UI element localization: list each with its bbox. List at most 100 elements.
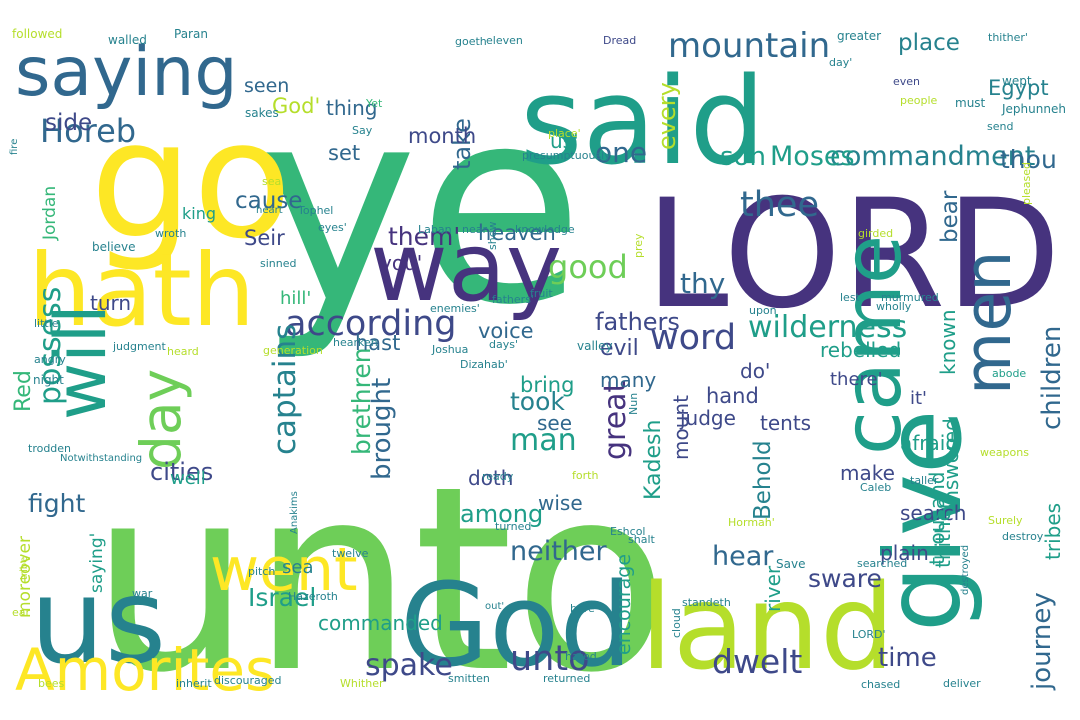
cloud-word-one: one [595, 136, 647, 169]
cloud-word-followed: followed [12, 27, 62, 41]
cloud-word-inherit: inherit [176, 677, 212, 690]
cloud-word-eyes: eyes' [318, 221, 347, 234]
cloud-word-day: day' [829, 56, 852, 69]
cloud-word-hast: hast [355, 331, 400, 355]
cloud-word-make: make [840, 461, 895, 485]
cloud-word-thousand: thousand [925, 472, 949, 565]
cloud-word-greater: greater [837, 29, 881, 43]
cloud-word-seir: Seir [244, 226, 285, 250]
cloud-word-evil: evil [600, 336, 639, 361]
cloud-word-river: river [761, 565, 785, 612]
cloud-word-king: king [182, 204, 216, 223]
cloud-word-anakims: Anakims [289, 491, 300, 534]
cloud-word-even: even [893, 75, 920, 88]
cloud-word-do: do' [740, 359, 770, 383]
cloud-word-wilderness: wilderness [748, 310, 907, 345]
cloud-word-thou: thou [1000, 145, 1057, 174]
cloud-word-ye: ye [258, 49, 584, 364]
cloud-word-behold: Behold [750, 440, 776, 520]
cloud-word-neither: neither [510, 536, 608, 567]
cloud-word-day: day [129, 369, 193, 470]
cloud-word-plain: plain [880, 541, 929, 565]
cloud-word-believe: believe [92, 240, 136, 254]
cloud-word-lord: LORD [645, 168, 1061, 342]
cloud-word-unto: unto [90, 432, 669, 720]
cloud-word-chased: chased [861, 678, 900, 691]
cloud-word-knowledge: knowledge [515, 223, 575, 236]
cloud-word-it: it' [910, 388, 927, 409]
cloud-word-tophel: Tophel [297, 204, 333, 217]
cloud-word-bring: bring [520, 373, 574, 397]
cloud-word-time: time [878, 643, 937, 673]
cloud-word-judge: judge [679, 406, 736, 430]
cloud-word-wise: wise [538, 491, 583, 515]
cloud-word-heart: heart [256, 205, 283, 216]
cloud-word-fathers: fathers [595, 308, 680, 336]
cloud-word-generation: generation [263, 344, 323, 357]
cloud-word-among: among [460, 500, 543, 528]
cloud-word-people: people [900, 94, 938, 107]
cloud-word-deliver: deliver [943, 677, 981, 690]
cloud-word-egypt: Egypt [988, 76, 1049, 100]
cloud-word-bees: bees [38, 677, 65, 690]
cloud-word-us: us' [550, 129, 579, 153]
cloud-word-pitch: pitch [248, 565, 275, 578]
cloud-word-turned: turned [495, 520, 531, 533]
cloud-word-hill: hill' [280, 288, 311, 309]
cloud-word-nun: Nun [627, 393, 640, 415]
cloud-word-tents: tents [760, 411, 811, 435]
cloud-word-surely: Surely [988, 514, 1023, 527]
cloud-word-fire: fire [9, 139, 20, 155]
cloud-word-word: word [650, 318, 736, 358]
cloud-word-cause: cause [235, 188, 302, 214]
cloud-word-presumptuously: presumptuously [522, 149, 611, 162]
cloud-word-them: them' [388, 222, 460, 251]
cloud-word-month: month [408, 124, 476, 148]
cloud-word-near: near [462, 223, 487, 236]
cloud-word-fight: fight [28, 489, 85, 518]
cloud-word-fruit: fruit [530, 287, 553, 300]
cloud-word-thy: thy [680, 267, 725, 300]
cloud-word-sakes: sakes [245, 106, 279, 120]
cloud-word-jordan: Jordan [40, 186, 60, 241]
cloud-word-murmured: murmured [881, 291, 939, 304]
cloud-word-israel: Israel [248, 583, 316, 612]
cloud-word-captains: captains [267, 324, 303, 455]
cloud-word-heaven: heaven [478, 221, 556, 245]
cloud-word-seen: seen [244, 75, 289, 97]
cloud-word-walled: walled [108, 33, 147, 47]
cloud-word-known: known [936, 309, 960, 375]
cloud-word-ear: ear [12, 606, 31, 619]
cloud-word-bare: bare [570, 602, 595, 615]
cloud-word-fathers: fathers' [492, 293, 534, 306]
cloud-word-good: good [548, 248, 628, 286]
cloud-word-mount: mount [669, 395, 693, 460]
cloud-word-bear: bear [937, 190, 963, 243]
cloud-word-discouraged: discouraged [214, 674, 282, 687]
cloud-word-answered: answered [939, 418, 963, 515]
cloud-word-ready: ready [482, 470, 514, 483]
cloud-word-afraid: afraid [900, 431, 958, 455]
cloud-word-well: well [170, 468, 206, 489]
cloud-word-send: send [987, 120, 1013, 133]
cloud-word-sea: sea [282, 557, 313, 578]
cloud-word-thing: thing [326, 96, 377, 120]
cloud-word-twelve: twelve [332, 547, 369, 560]
cloud-word-wholly: wholly [876, 300, 912, 313]
cloud-word-hazeroth: Hazeroth [288, 590, 338, 603]
cloud-word-commanded: commanded [318, 611, 443, 635]
cloud-word-eshcol: Eshcol [610, 525, 646, 538]
cloud-word-taller: taller [910, 474, 939, 487]
cloud-word-weapons: weapons [980, 446, 1029, 459]
cloud-word-according: according [285, 304, 456, 344]
cloud-word-spake: spake [365, 648, 453, 683]
cloud-word-jephunneh: Jephunneh [1001, 102, 1066, 116]
cloud-word-will: will [40, 304, 122, 420]
cloud-word-hear: hear [712, 541, 774, 572]
cloud-word-sinned: sinned [260, 257, 296, 270]
cloud-word-hearken: hearken [333, 336, 378, 349]
cloud-word-enemies: enemies' [430, 302, 480, 315]
cloud-word-us: us [30, 552, 166, 690]
cloud-word-days: days' [489, 338, 518, 351]
